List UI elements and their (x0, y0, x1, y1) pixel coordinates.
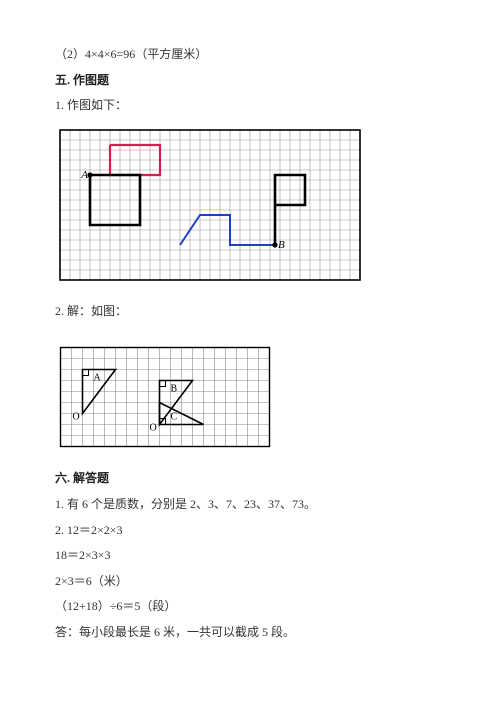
svg-text:A: A (94, 373, 102, 384)
q6-2-d: （12+18）÷6＝5（段） (55, 596, 445, 618)
section-5-heading: 五. 作图题 (55, 70, 445, 92)
svg-text:A: A (80, 169, 88, 181)
svg-text:B: B (278, 239, 285, 251)
figure-1: AB (55, 125, 365, 285)
q6-2-a: 2. 12＝2×2×3 (55, 520, 445, 542)
q5-1-prompt: 1. 作图如下： (55, 95, 445, 117)
section-6-heading: 六. 解答题 (55, 468, 445, 490)
answer-line-2: （2）4×4×6=96（平方厘米） (55, 44, 445, 66)
page-root: （2）4×4×6=96（平方厘米） 五. 作图题 1. 作图如下： AB 2. … (0, 0, 500, 678)
svg-text:O: O (73, 412, 80, 423)
figure-2: A O B O C (55, 342, 275, 452)
svg-text:B: B (171, 384, 178, 395)
q6-2-answer: 答：每小段最长是 6 米，一共可以截成 5 段。 (55, 622, 445, 644)
figure-1-wrap: AB (55, 125, 445, 285)
q6-2-b: 18＝2×3×3 (55, 545, 445, 567)
svg-text:O: O (150, 423, 157, 434)
q6-1: 1. 有 6 个是质数，分别是 2、3、7、23、37、73。 (55, 494, 445, 516)
q6-2-c: 2×3＝6（米） (55, 571, 445, 593)
q5-2-prompt: 2. 解：如图： (55, 301, 445, 323)
svg-text:C: C (171, 412, 178, 423)
figure-2-wrap: A O B O C (55, 342, 445, 452)
